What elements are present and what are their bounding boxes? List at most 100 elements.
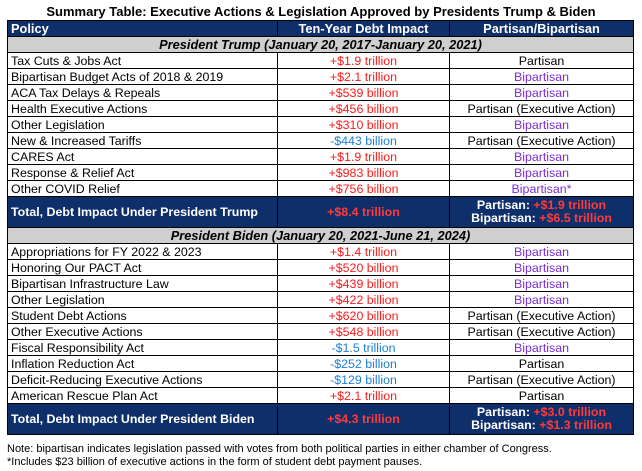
debt-impact-cell: +$1.9 trillion	[277, 148, 450, 165]
debt-impact-cell: +$548 billion	[277, 323, 450, 340]
table-row: New & Increased Tariffs -$443 billion Part…	[7, 132, 634, 149]
policy-cell: Other COVID Relief	[7, 180, 278, 197]
debt-impact-cell: +$439 billion	[277, 275, 450, 292]
debt-impact-cell: -$129 billion	[277, 371, 450, 388]
table-row: Other COVID Relief +$756 billion Bipartisa…	[7, 180, 634, 197]
debt-impact-cell: +$1.4 trillion	[277, 243, 450, 260]
footnote-asterisk: *Includes $23 billion of executive actio…	[7, 456, 423, 468]
footnotes: Note: bipartisan indicates legislation p…	[7, 443, 552, 469]
partisan-label: Partisan:	[476, 198, 530, 212]
total-row-biden: Total, Debt Impact Under President Biden…	[7, 403, 634, 435]
footnote-bipartisan: Note: bipartisan indicates legislation p…	[7, 443, 552, 455]
table-title: Summary Table: Executive Actions & Legis…	[46, 4, 596, 19]
policy-cell: Other Executive Actions	[7, 323, 278, 340]
total-row-trump: Total, Debt Impact Under President Trump…	[7, 196, 634, 228]
policy-cell: Student Debt Actions	[7, 307, 278, 324]
partisan-value: +$3.0 trillion	[533, 405, 607, 419]
partisan-type-cell: Bipartisan*	[449, 180, 634, 197]
policy-cell: Bipartisan Budget Acts of 2018 & 2019	[7, 68, 278, 85]
partisan-type-cell: Partisan (Executive Action)	[449, 132, 634, 149]
partisan-type-cell: Bipartisan	[449, 84, 634, 101]
total-label-biden: Total, Debt Impact Under President Biden	[7, 403, 278, 435]
table-row: Student Debt Actions +$620 billion Partisa…	[7, 307, 634, 324]
table-row: Tax Cuts & Jobs Act +$1.9 trillion Partisa…	[7, 52, 634, 69]
table-row: Response & Relief Act +$983 billion Bipart…	[7, 164, 634, 181]
policy-cell: ACA Tax Delays & Repeals	[7, 84, 278, 101]
partisan-type-cell: Bipartisan	[449, 291, 634, 308]
policy-cell: CARES Act	[7, 148, 278, 165]
column-header-impact: Ten-Year Debt Impact	[277, 20, 450, 37]
table-row: American Rescue Plan Act +$2.1 trillion Pa…	[7, 387, 634, 404]
section-title-biden: President Biden (January 20, 2021-June 2…	[7, 227, 634, 244]
section-title-trump: President Trump (January 20, 2017-Januar…	[7, 36, 634, 53]
debt-impact-cell: +$983 billion	[277, 164, 450, 181]
debt-impact-cell: +$422 billion	[277, 291, 450, 308]
debt-impact-cell: +$310 billion	[277, 116, 450, 133]
total-breakdown-trump: Partisan: +$1.9 trillion Bipartisan: +$6…	[449, 196, 634, 228]
bipartisan-value: +$6.5 trillion	[539, 211, 612, 225]
debt-impact-cell: +$756 billion	[277, 180, 450, 197]
partisan-type-cell: Bipartisan	[449, 68, 634, 85]
table-row: Appropriations for FY 2022 & 2023 +$1.4 t…	[7, 243, 634, 260]
debt-impact-cell: +$456 billion	[277, 100, 450, 117]
table-row: Honoring Our PACT Act +$520 billion Bipart…	[7, 259, 634, 276]
table-row: Other Executive Actions +$548 billion Part…	[7, 323, 634, 340]
partisan-type-cell: Partisan (Executive Action)	[449, 307, 634, 324]
partisan-type-cell: Bipartisan	[449, 243, 634, 260]
policy-cell: Bipartisan Infrastructure Law	[7, 275, 278, 292]
policy-cell: Appropriations for FY 2022 & 2023	[7, 243, 278, 260]
bipartisan-value: +$1.3 trillion	[539, 418, 612, 432]
partisan-type-cell: Bipartisan	[449, 116, 634, 133]
table-row: Other Legislation +$310 billion Bipartisan	[7, 116, 634, 133]
total-breakdown-biden: Partisan: +$3.0 trillion Bipartisan: +$1…	[449, 403, 634, 435]
table-row: Bipartisan Budget Acts of 2018 & 2019 +$2…	[7, 68, 634, 85]
policy-cell: Health Executive Actions	[7, 100, 278, 117]
partisan-label: Partisan:	[476, 405, 530, 419]
partisan-type-cell: Bipartisan	[449, 275, 634, 292]
debt-impact-cell: +$1.9 trillion	[277, 52, 450, 69]
policy-cell: Deficit-Reducing Executive Actions	[7, 371, 278, 388]
policy-cell: American Rescue Plan Act	[7, 387, 278, 404]
table-row: Health Executive Actions +$456 billion Par…	[7, 100, 634, 117]
debt-impact-cell: +$2.1 trillion	[277, 387, 450, 404]
table-row: Deficit-Reducing Executive Actions -$129 …	[7, 371, 634, 388]
table-body: President Trump (January 20, 2017-Januar…	[7, 36, 634, 435]
column-header-policy: Policy	[7, 20, 278, 37]
policy-cell: Fiscal Responsibility Act	[7, 339, 278, 356]
total-label-trump: Total, Debt Impact Under President Trump	[7, 196, 278, 228]
partisan-type-cell: Partisan	[449, 387, 634, 404]
debt-impact-cell: +$539 billion	[277, 84, 450, 101]
table-row: Other Legislation +$422 billion Bipartisan	[7, 291, 634, 308]
header-row: Policy Ten-Year Debt Impact Partisan/Bip…	[7, 20, 634, 37]
table-row: Bipartisan Infrastructure Law +$439 billi…	[7, 275, 634, 292]
debt-impact-cell: -$443 billion	[277, 132, 450, 149]
policy-cell: Inflation Reduction Act	[7, 355, 278, 372]
column-header-type: Partisan/Bipartisan	[449, 20, 634, 37]
partisan-type-cell: Bipartisan	[449, 164, 634, 181]
bipartisan-label: Bipartisan:	[471, 211, 536, 225]
section-header-trump: President Trump (January 20, 2017-Januar…	[7, 36, 634, 53]
partisan-type-cell: Bipartisan	[449, 339, 634, 356]
partisan-value: +$1.9 trillion	[533, 198, 607, 212]
policy-cell: Tax Cuts & Jobs Act	[7, 52, 278, 69]
debt-impact-cell: +$520 billion	[277, 259, 450, 276]
policy-cell: Other Legislation	[7, 291, 278, 308]
partisan-type-cell: Partisan (Executive Action)	[449, 371, 634, 388]
table-row: Fiscal Responsibility Act -$1.5 trillion B…	[7, 339, 634, 356]
policy-cell: New & Increased Tariffs	[7, 132, 278, 149]
partisan-type-cell: Bipartisan	[449, 148, 634, 165]
debt-impact-cell: -$1.5 trillion	[277, 339, 450, 356]
table-row: ACA Tax Delays & Repeals +$539 billion Bip…	[7, 84, 634, 101]
table-row: Inflation Reduction Act -$252 billion Part…	[7, 355, 634, 372]
partisan-type-cell: Partisan (Executive Action)	[449, 323, 634, 340]
section-header-biden: President Biden (January 20, 2021-June 2…	[7, 227, 634, 244]
partisan-type-cell: Partisan	[449, 355, 634, 372]
debt-impact-cell: +$2.1 trillion	[277, 68, 450, 85]
total-value-biden: +$4.3 trillion	[277, 403, 450, 435]
partisan-type-cell: Partisan	[449, 52, 634, 69]
debt-impact-cell: -$252 billion	[277, 355, 450, 372]
debt-impact-cell: +$620 billion	[277, 307, 450, 324]
policy-cell: Other Legislation	[7, 116, 278, 133]
total-value-trump: +$8.4 trillion	[277, 196, 450, 228]
